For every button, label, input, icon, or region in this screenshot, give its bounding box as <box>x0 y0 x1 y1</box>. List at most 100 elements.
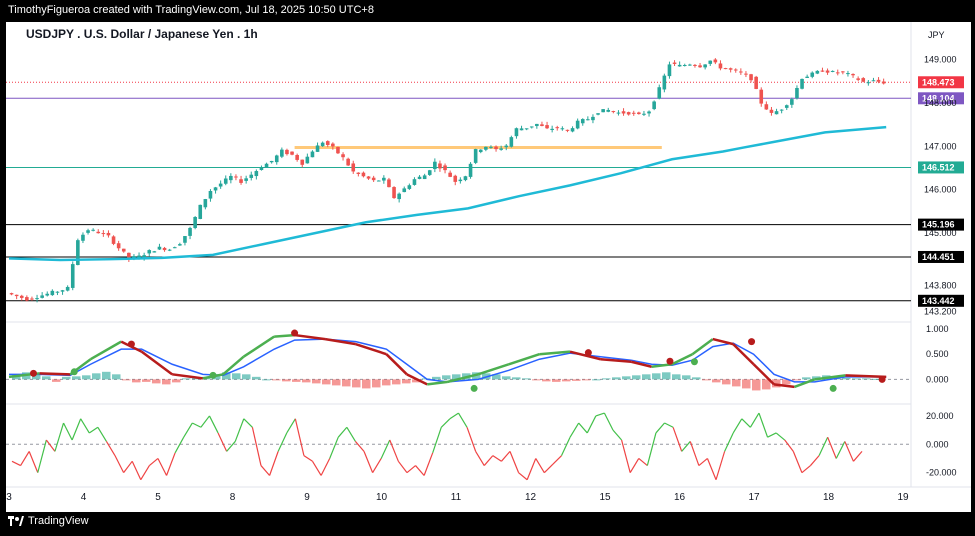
candle-body <box>596 113 600 115</box>
osc-line-segment <box>183 422 193 438</box>
macd-histogram-bar <box>592 379 601 381</box>
currency-label: JPY <box>928 30 945 40</box>
candle-body <box>427 170 432 175</box>
candle-body <box>407 185 412 189</box>
macd-histogram-bar <box>602 378 611 380</box>
osc-line-segment <box>560 436 571 456</box>
candle-body <box>376 180 381 182</box>
candle-body <box>331 143 335 147</box>
osc-line-segment <box>28 451 39 473</box>
candle-body <box>779 109 784 111</box>
osc-line-segment <box>758 412 769 438</box>
macd-histogram-bar <box>702 379 711 381</box>
macd-line-segment <box>355 342 387 356</box>
macd-histogram-bar <box>172 379 181 383</box>
macd-histogram-bar <box>552 379 561 382</box>
candle-body <box>652 101 656 110</box>
candle-body <box>478 149 483 153</box>
tradingview-brand-text: TradingView <box>28 515 89 527</box>
time-tick-label: 5 <box>155 492 161 503</box>
level-label-bg <box>918 294 964 307</box>
candle-body <box>739 71 743 73</box>
candle-body <box>698 65 702 68</box>
candle-body <box>40 295 44 298</box>
macd-histogram-bar <box>92 373 101 380</box>
osc-line-segment <box>200 415 210 428</box>
macd-crossover-dot <box>127 340 135 348</box>
time-tick-label: 10 <box>376 492 388 503</box>
macd-histogram-bar <box>872 378 881 380</box>
macd-histogram-bar <box>252 376 261 380</box>
ema-layer <box>8 125 887 262</box>
time-tick-label: 16 <box>674 492 686 503</box>
candle-body <box>626 112 631 115</box>
macd-histogram-bar <box>722 379 731 385</box>
price-tick-label: 148.000 <box>924 98 957 108</box>
candle-body <box>96 231 101 234</box>
macd-histogram-bar <box>402 379 411 384</box>
candle-body <box>30 298 34 300</box>
macd-line-segment <box>630 360 652 368</box>
price-tick-label: 146.000 <box>924 185 957 195</box>
macd-line-segment <box>814 374 846 381</box>
level-label-145.196: 145.196 <box>922 220 955 230</box>
osc-line-segment <box>621 439 631 473</box>
osc-line-segment <box>449 412 459 420</box>
macd-histogram-bar <box>102 371 111 380</box>
osc-line-segment <box>286 418 296 434</box>
time-tick-label: 15 <box>599 492 611 503</box>
tradingview-logo[interactable]: TradingView <box>8 515 89 527</box>
osc-line-segment <box>277 432 288 452</box>
macd-histogram-bar <box>632 375 641 380</box>
macd-histogram-bar <box>642 374 651 380</box>
osc-line-segment <box>698 458 708 467</box>
level-label-bg <box>918 250 964 263</box>
osc-line-segment <box>234 418 245 442</box>
candle-body <box>795 87 799 99</box>
macd-line-segment <box>447 373 479 384</box>
osc-line-segment <box>372 458 382 473</box>
candle-body <box>76 240 80 266</box>
macd-crossover-dot <box>690 358 698 366</box>
osc-line-segment <box>603 412 614 431</box>
macd-histogram-bar <box>502 376 511 380</box>
candle-body <box>269 160 274 163</box>
macd-histogram-bar <box>152 379 161 384</box>
macd-line-segment <box>294 333 326 341</box>
candle-body <box>254 171 259 177</box>
candle-body <box>239 179 243 183</box>
osc-line-segment <box>423 452 434 476</box>
price-tick-label: 147.000 <box>924 141 957 151</box>
macd-histogram-bar <box>752 379 761 391</box>
osc-tick-label: -20.000 <box>926 468 957 478</box>
candle-body <box>790 99 794 105</box>
osc-line-segment <box>329 436 339 459</box>
macd-histogram-bar <box>112 374 121 380</box>
candle-body <box>611 111 616 113</box>
osc-line-segment <box>80 418 90 434</box>
macd-histogram-bar <box>242 374 251 380</box>
osc-line-segment <box>123 460 133 474</box>
level-label-144.451: 144.451 <box>922 252 955 262</box>
candle-body <box>244 178 248 181</box>
candle-body <box>616 112 621 114</box>
chart-area[interactable]: 148.473 148.104 146.512 145.196 144.451 143.4… <box>6 22 971 512</box>
candle-body <box>310 151 315 158</box>
candle-body <box>305 156 310 164</box>
macd-histogram-bar <box>652 373 661 380</box>
candle-body <box>223 178 228 184</box>
candle-body <box>749 74 753 81</box>
candle-body <box>147 250 152 254</box>
macd-line-segment <box>274 333 295 338</box>
candle-body <box>361 172 366 177</box>
macd-histogram-bar <box>82 375 91 380</box>
macd-crossover-dot <box>70 368 78 376</box>
macd-histogram-bar <box>272 379 281 381</box>
chart-svg[interactable]: 148.473 148.104 146.512 145.196 144.451 143.4… <box>6 22 971 512</box>
macd-line-segment <box>691 338 714 356</box>
macd-histogram-bar <box>802 377 811 380</box>
candle-body <box>575 120 580 129</box>
candle-body <box>759 89 764 104</box>
candle-body <box>132 256 136 259</box>
candle-body <box>101 233 106 235</box>
